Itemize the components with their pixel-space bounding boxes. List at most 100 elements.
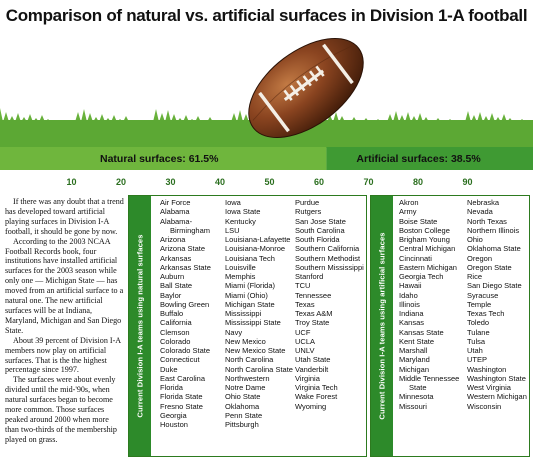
team-name: Texas [295, 299, 315, 309]
chart-title: Comparison of natural vs. artificial sur… [5, 6, 528, 25]
team-column: Purdue Rutgers San Jose State South Carolin… [295, 198, 364, 411]
team-name: Akron [399, 198, 419, 207]
team-name: Tulane [467, 327, 490, 337]
team-name: Maryland [399, 355, 430, 365]
intro-paragraph: If there was any doubt that a trend has … [5, 197, 124, 236]
team-name: Michigan [399, 364, 430, 374]
artificial-surface-band [326, 147, 533, 170]
team-name: Duke [160, 364, 178, 374]
team-name: Troy State [295, 318, 330, 328]
team-name: Florida State [160, 392, 203, 402]
team-name: Wyoming [295, 401, 327, 411]
team-name: Baylor [160, 290, 182, 300]
team-name: State [409, 383, 427, 392]
axis-tick-label: 10 [66, 177, 76, 187]
team-name: Miami (Ohio) [225, 290, 268, 300]
artificial-panel-label-bar: Current Division I-A teams using artific… [371, 196, 393, 456]
axis-tick-label: 20 [116, 177, 126, 187]
team-name: Louisiana-Lafayette [225, 235, 291, 244]
team-name: Notre Dame [225, 383, 266, 392]
team-name: UCLA [295, 336, 316, 346]
team-name: East Carolina [160, 373, 206, 383]
team-name: Missouri [399, 401, 427, 411]
team-name: Iowa State [225, 207, 261, 217]
team-name: Alabama- [160, 216, 193, 226]
team-name: Texas Tech [467, 309, 505, 318]
team-name: San Diego State [467, 281, 522, 291]
team-name: Central Michigan [399, 244, 456, 254]
team-name: Bowling Green [160, 299, 210, 309]
axis-tick-label: 90 [462, 177, 472, 187]
team-name: Southern California [295, 244, 360, 254]
team-name: Stanford [295, 272, 324, 281]
team-name: Colorado State [160, 346, 211, 355]
team-name: LSU [225, 225, 240, 235]
axis-tick-label: 70 [363, 177, 373, 187]
team-name: Oregon State [467, 262, 512, 272]
team-name: Army [399, 207, 417, 217]
team-name: Eastern Michigan [399, 262, 457, 272]
team-name: Kent State [399, 336, 435, 346]
team-name: Colorado [160, 336, 191, 346]
team-name: Wake Forest [295, 392, 338, 402]
team-name: Louisiana Tech [225, 253, 275, 263]
team-name: North Texas [467, 216, 507, 226]
natural-surfaces-label: Natural surfaces: 61.5% [100, 153, 219, 165]
axis-strip [0, 170, 533, 190]
team-name: Toledo [467, 318, 490, 328]
team-name: Utah [467, 346, 483, 355]
intro-text: If there was any doubt that a trend has … [5, 197, 124, 445]
team-name: New Mexico [225, 336, 266, 346]
team-name: Connecticut [160, 355, 200, 365]
team-name: Mississippi State [225, 318, 281, 328]
team-name: Kentucky [225, 216, 256, 226]
team-name: Florida [160, 383, 183, 392]
team-name: Georgia Tech [399, 272, 444, 281]
team-name: Boston College [399, 225, 450, 235]
team-name: Michigan State [225, 299, 275, 309]
team-name: Ohio [467, 235, 483, 244]
axis-tick-label: 60 [314, 177, 324, 187]
team-name: Clemson [160, 327, 190, 337]
team-name: Memphis [225, 272, 256, 281]
team-name: Washington State [467, 373, 526, 383]
natural-panel-label: Current Division I-A teams using natural… [135, 234, 145, 418]
team-name: Western Michigan [467, 392, 527, 402]
team-name: Syracuse [467, 290, 499, 300]
team-column: Akron Army Boise State Boston College Brigha… [399, 198, 459, 411]
team-name: Ball State [160, 281, 193, 291]
team-name: Middle Tennessee [399, 373, 460, 383]
team-name: Auburn [160, 272, 185, 281]
natural-surface-band [0, 147, 327, 170]
team-name: Cincinnati [399, 253, 432, 263]
team-name: North Carolina State [225, 364, 293, 374]
team-name: Southern Mississippi [295, 262, 364, 272]
team-name: Oklahoma [225, 401, 260, 411]
team-name: Kansas [399, 318, 425, 328]
team-name: Wisconsin [467, 401, 502, 411]
axis-tick-label: 40 [215, 177, 225, 187]
team-name: North Carolina [225, 355, 274, 365]
team-name: Washington [467, 364, 507, 374]
team-name: Oklahoma State [467, 244, 521, 254]
team-name: Virginia [295, 373, 320, 383]
team-name: Houston [160, 420, 188, 429]
team-name: Navy [225, 327, 243, 337]
team-name: New Mexico State [225, 346, 286, 355]
artificial-surfaces-label: Artificial surfaces: 38.5% [356, 153, 481, 165]
team-name: Buffalo [160, 309, 184, 318]
team-name: Southern Methodist [295, 253, 361, 263]
team-name: Marshall [399, 346, 428, 355]
team-name: Nevada [467, 207, 493, 217]
team-name: Pittsburgh [225, 420, 259, 429]
team-name: Louisiana-Monroe [225, 244, 286, 254]
team-name: Tulsa [467, 336, 486, 346]
natural-panel-label-bar: Current Division I-A teams using natural… [129, 196, 151, 456]
team-name: San Jose State [295, 216, 346, 226]
surface-graphic: Natural surfaces: 61.5% Artificial surfa… [0, 37, 533, 190]
team-name: Kansas State [399, 327, 444, 337]
team-name: Oregon [467, 253, 493, 263]
team-name: Air Force [160, 198, 191, 207]
team-name: Temple [467, 299, 492, 309]
team-name: Tennessee [295, 290, 332, 300]
